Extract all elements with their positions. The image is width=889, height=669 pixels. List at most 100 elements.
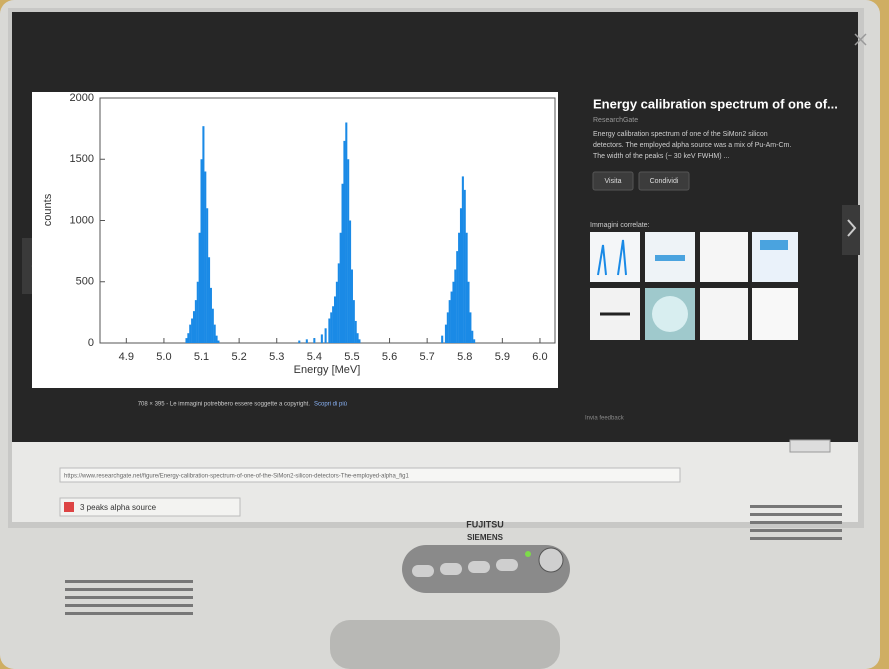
panel-title[interactable]: Energy calibration spectrum of one of... [593, 96, 838, 111]
thumbnail[interactable] [700, 288, 748, 340]
bar [345, 123, 347, 344]
bar [447, 312, 449, 343]
bar [206, 208, 208, 343]
bar [208, 257, 210, 343]
thumbnail[interactable] [752, 232, 798, 282]
x-tick-label: 5.9 [495, 351, 510, 363]
bar [452, 282, 454, 343]
x-tick-label: 5.2 [231, 351, 246, 363]
brand-bottom: SIEMENS [467, 533, 504, 542]
bar [328, 319, 330, 344]
bar [458, 233, 460, 343]
next-button[interactable] [842, 205, 860, 255]
action-button-label[interactable]: Condividi [650, 178, 679, 185]
x-tick-label: 5.5 [344, 351, 359, 363]
panel-buttons: Visita Condividi [593, 172, 689, 190]
y-axis-label: counts [42, 193, 54, 226]
scene: 05001000150020004.95.05.15.25.35.45.55.6… [0, 0, 889, 669]
bar [454, 270, 456, 344]
x-tick-label: 5.3 [269, 351, 284, 363]
bar [471, 331, 473, 343]
bar [204, 172, 206, 344]
bar [332, 306, 334, 343]
bar [212, 309, 214, 343]
bar [306, 339, 308, 343]
y-tick-label: 500 [76, 276, 94, 288]
description-line: detectors. The employed alpha source was… [593, 142, 791, 149]
bar [202, 126, 204, 343]
x-tick-label: 5.4 [307, 351, 322, 363]
panel-source: ResearchGate [593, 117, 638, 124]
bar [334, 296, 336, 343]
tab-icon [64, 502, 74, 512]
bar [456, 251, 458, 343]
related-heading: Immagini correlate: [590, 222, 650, 229]
bar [462, 176, 464, 343]
bar [469, 312, 471, 343]
bar [199, 233, 201, 343]
power-button[interactable] [539, 548, 563, 572]
y-tick-label: 0 [88, 337, 94, 349]
bar [340, 233, 342, 343]
bar [357, 333, 359, 343]
bar [449, 300, 451, 343]
control-button[interactable] [440, 563, 462, 575]
y-tick-label: 1000 [70, 214, 94, 226]
y-tick-label: 2000 [70, 92, 94, 104]
bar [325, 328, 327, 343]
control-button[interactable] [496, 559, 518, 571]
thumbnail[interactable] [752, 288, 798, 340]
bar [336, 282, 338, 343]
bar [189, 325, 191, 343]
bar [193, 311, 195, 343]
bar [330, 312, 332, 343]
bar [187, 333, 189, 343]
bar [214, 325, 216, 343]
bar [338, 263, 340, 343]
y-tick-label: 1500 [70, 153, 94, 165]
bar [358, 339, 360, 343]
bar [195, 300, 197, 343]
image-info-link[interactable]: Scopri di più [314, 402, 347, 408]
bar [347, 159, 349, 343]
bar [343, 141, 345, 343]
bar [460, 208, 462, 343]
x-tick-label: 5.7 [420, 351, 435, 363]
bar [298, 341, 300, 343]
bar [464, 190, 466, 343]
x-tick-label: 4.9 [119, 351, 134, 363]
bar [355, 321, 357, 343]
x-tick-label: 5.8 [457, 351, 472, 363]
bar [441, 336, 443, 343]
bar [313, 338, 315, 343]
description-line: The width of the peaks (~ 30 keV FWHM) .… [593, 153, 729, 160]
thumbnail[interactable] [700, 232, 748, 282]
bar [321, 334, 323, 343]
image-info: 708 × 395 - Le immagini potrebbero esser… [138, 402, 311, 408]
power-led [525, 551, 531, 557]
tab-title[interactable]: 3 peaks alpha source [80, 503, 157, 512]
bar [210, 288, 212, 343]
bar [342, 184, 344, 343]
bar [216, 336, 218, 343]
page: { "chart_data": { "type": "bar", "x": [5… [0, 0, 889, 669]
x-tick-label: 5.0 [156, 351, 171, 363]
panel-footer[interactable]: Invia feedback [585, 416, 625, 422]
bar [467, 282, 469, 343]
window-controls[interactable] [790, 440, 830, 452]
bar [351, 270, 353, 344]
bar [473, 339, 475, 343]
x-tick-label: 5.1 [194, 351, 209, 363]
description-line: Energy calibration spectrum of one of th… [593, 131, 768, 138]
bar [451, 292, 453, 343]
status-url: https://www.researchgate.net/figure/Ener… [64, 474, 409, 480]
monitor-stand [330, 620, 560, 669]
chart-panel [32, 92, 558, 388]
thumbnail-art [652, 296, 688, 332]
bar [445, 325, 447, 343]
control-button[interactable] [412, 565, 434, 577]
action-button-label[interactable]: Visita [605, 178, 622, 185]
thumbnail-art [655, 255, 685, 261]
control-button[interactable] [468, 561, 490, 573]
bar [200, 159, 202, 343]
